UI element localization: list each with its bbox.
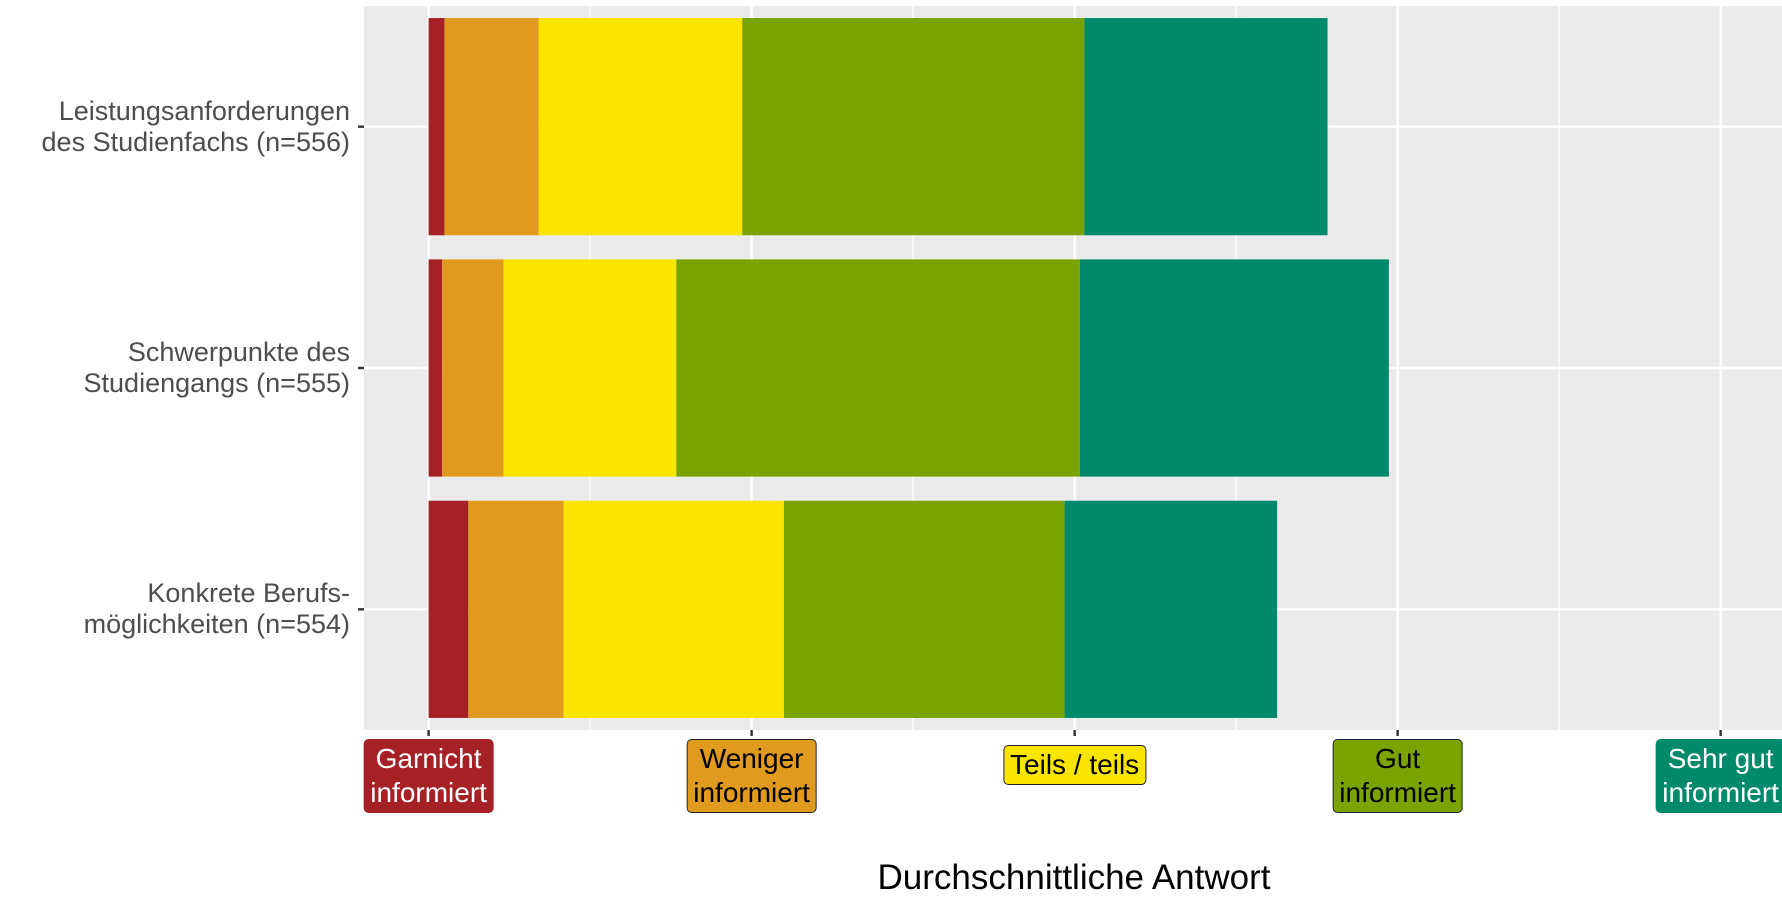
bar-segment bbox=[676, 259, 1080, 477]
bar-segment bbox=[1084, 18, 1328, 236]
x-tick-label: Weniger informiert bbox=[686, 739, 817, 813]
bar-segment bbox=[428, 18, 445, 236]
bar-segment bbox=[428, 500, 469, 718]
bar-segment bbox=[742, 18, 1085, 236]
y-tick-label: Schwerpunkte des Studiengangs (n=555) bbox=[83, 337, 350, 398]
x-axis-title: Durchschnittliche Antwort bbox=[877, 858, 1271, 897]
x-tick-label: Garnicht informiert bbox=[363, 739, 494, 813]
x-tick-label: Teils / teils bbox=[1003, 745, 1147, 785]
bar-segment bbox=[783, 500, 1065, 718]
y-tick-label: Konkrete Berufs- möglichkeiten (n=554) bbox=[83, 578, 350, 640]
x-tick-label: Gut informiert bbox=[1332, 739, 1463, 813]
bar-segment bbox=[442, 259, 504, 477]
bar-segment bbox=[428, 259, 443, 477]
x-tick-label: Sehr gut informiert bbox=[1655, 739, 1782, 813]
bar-segment bbox=[1079, 259, 1389, 477]
bar-segment bbox=[503, 259, 677, 477]
bar-segment bbox=[563, 500, 784, 718]
bar-segment bbox=[538, 18, 743, 236]
y-tick-label: Leistungsanforderungen des Studienfachs … bbox=[41, 95, 350, 157]
bar-segment bbox=[468, 500, 564, 718]
bar-segment bbox=[444, 18, 539, 236]
bar-segment bbox=[1064, 500, 1278, 718]
